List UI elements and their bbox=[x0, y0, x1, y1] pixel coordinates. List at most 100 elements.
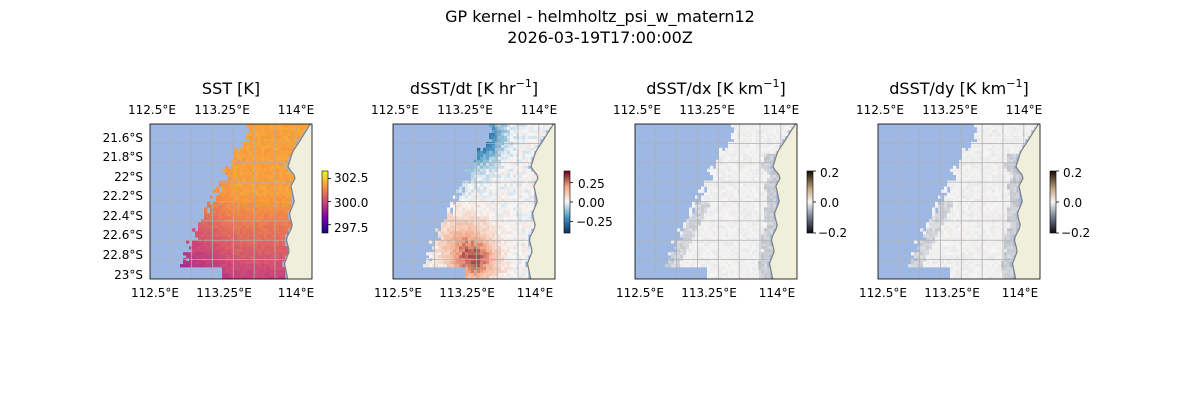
heatmap-cell bbox=[249, 249, 253, 253]
heatmap-cell bbox=[740, 216, 744, 220]
heatmap-cell bbox=[767, 246, 771, 250]
heatmap-cell bbox=[222, 168, 226, 172]
heatmap-cell bbox=[680, 243, 684, 247]
heatmap-cell bbox=[965, 228, 969, 232]
heatmap-cell bbox=[692, 222, 696, 226]
heatmap-cell bbox=[513, 153, 517, 158]
heatmap-cell bbox=[953, 216, 957, 220]
heatmap-cell bbox=[249, 192, 253, 196]
heatmap-cell bbox=[743, 177, 747, 181]
heatmap-cell bbox=[977, 225, 981, 229]
heatmap-cell bbox=[456, 228, 460, 232]
heatmap-cell bbox=[519, 124, 523, 128]
heatmap-cell bbox=[243, 162, 247, 167]
heatmap-cell bbox=[510, 129, 514, 134]
heatmap-cell bbox=[929, 240, 933, 244]
heatmap-cell bbox=[995, 207, 999, 211]
heatmap-cell bbox=[252, 129, 256, 134]
heatmap-cell bbox=[965, 240, 969, 244]
heatmap-cell bbox=[459, 228, 463, 232]
heatmap-cell bbox=[749, 240, 753, 244]
heatmap-cell bbox=[522, 168, 526, 172]
heatmap-cell bbox=[525, 210, 529, 214]
heatmap-cell bbox=[492, 198, 496, 202]
heatmap-cell bbox=[971, 189, 975, 193]
heatmap-cell bbox=[507, 165, 511, 170]
heatmap-cell bbox=[243, 156, 247, 161]
heatmap-cell bbox=[288, 186, 292, 190]
heatmap-cell bbox=[1013, 147, 1017, 152]
heatmap-cell bbox=[977, 168, 981, 172]
heatmap-cell bbox=[959, 168, 963, 172]
heatmap-cell bbox=[740, 147, 744, 152]
heatmap-cell bbox=[947, 237, 951, 241]
heatmap-cell bbox=[929, 228, 933, 232]
heatmap-cell bbox=[755, 270, 759, 274]
heatmap-cell bbox=[225, 231, 229, 235]
heatmap-cell bbox=[971, 186, 975, 190]
heatmap-cell bbox=[992, 162, 996, 167]
heatmap-cell bbox=[507, 204, 511, 208]
heatmap-cell bbox=[701, 210, 705, 214]
heatmap-cell bbox=[1025, 124, 1029, 128]
heatmap-cell bbox=[237, 264, 241, 268]
heatmap-cell bbox=[486, 171, 490, 175]
heatmap-cell bbox=[522, 147, 526, 152]
heatmap-cell bbox=[944, 195, 948, 199]
panel-dsst-dt-coastline bbox=[526, 123, 555, 280]
heatmap-cell bbox=[674, 255, 678, 259]
heatmap-cell bbox=[956, 204, 960, 208]
heatmap-cell bbox=[956, 183, 960, 187]
heatmap-cell bbox=[231, 210, 235, 214]
heatmap-cell bbox=[237, 267, 241, 271]
heatmap-cell bbox=[501, 243, 505, 247]
heatmap-cell bbox=[240, 162, 244, 167]
heatmap-cell bbox=[522, 186, 526, 190]
heatmap-cell bbox=[986, 192, 990, 196]
heatmap-cell bbox=[707, 273, 711, 277]
heatmap-cell bbox=[989, 183, 993, 187]
heatmap-cell bbox=[495, 270, 499, 274]
heatmap-cell bbox=[522, 124, 526, 128]
heatmap-cell bbox=[932, 243, 936, 247]
heatmap-cell bbox=[980, 213, 984, 217]
heatmap-cell bbox=[222, 255, 226, 259]
heatmap-cell bbox=[740, 129, 744, 134]
heatmap-cell bbox=[989, 228, 993, 232]
heatmap-cell bbox=[722, 213, 726, 217]
heatmap-cell bbox=[755, 204, 759, 208]
heatmap-cell bbox=[252, 270, 256, 274]
heatmap-cell bbox=[285, 201, 289, 205]
heatmap-cell bbox=[231, 171, 235, 175]
heatmap-cell bbox=[770, 216, 774, 220]
heatmap-cell bbox=[471, 171, 475, 175]
heatmap-cell bbox=[477, 204, 481, 208]
heatmap-cell bbox=[749, 237, 753, 241]
heatmap-cell bbox=[495, 255, 499, 259]
heatmap-cell bbox=[264, 132, 268, 137]
heatmap-cell bbox=[270, 273, 274, 277]
heatmap-cell bbox=[261, 249, 265, 253]
heatmap-cell bbox=[480, 252, 484, 256]
heatmap-cell bbox=[465, 198, 469, 202]
heatmap-cell bbox=[513, 246, 517, 250]
heatmap-cell bbox=[971, 204, 975, 208]
heatmap-cell bbox=[492, 267, 496, 271]
heatmap-cell bbox=[767, 213, 771, 217]
heatmap-cell bbox=[725, 156, 729, 161]
heatmap-cell bbox=[231, 243, 235, 247]
heatmap-cell bbox=[204, 240, 208, 244]
heatmap-cell bbox=[734, 165, 738, 170]
heatmap-cell bbox=[255, 225, 259, 229]
heatmap-cell bbox=[531, 153, 535, 158]
heatmap-cell bbox=[953, 213, 957, 217]
heatmap-cell bbox=[749, 144, 753, 149]
heatmap-cell bbox=[528, 132, 532, 137]
heatmap-cell bbox=[983, 228, 987, 232]
heatmap-cell bbox=[531, 138, 535, 143]
heatmap-cell bbox=[1004, 183, 1008, 187]
heatmap-cell bbox=[689, 234, 693, 238]
heatmap-cell bbox=[944, 222, 948, 226]
heatmap-cell bbox=[471, 186, 475, 190]
heatmap-cell bbox=[531, 189, 535, 193]
